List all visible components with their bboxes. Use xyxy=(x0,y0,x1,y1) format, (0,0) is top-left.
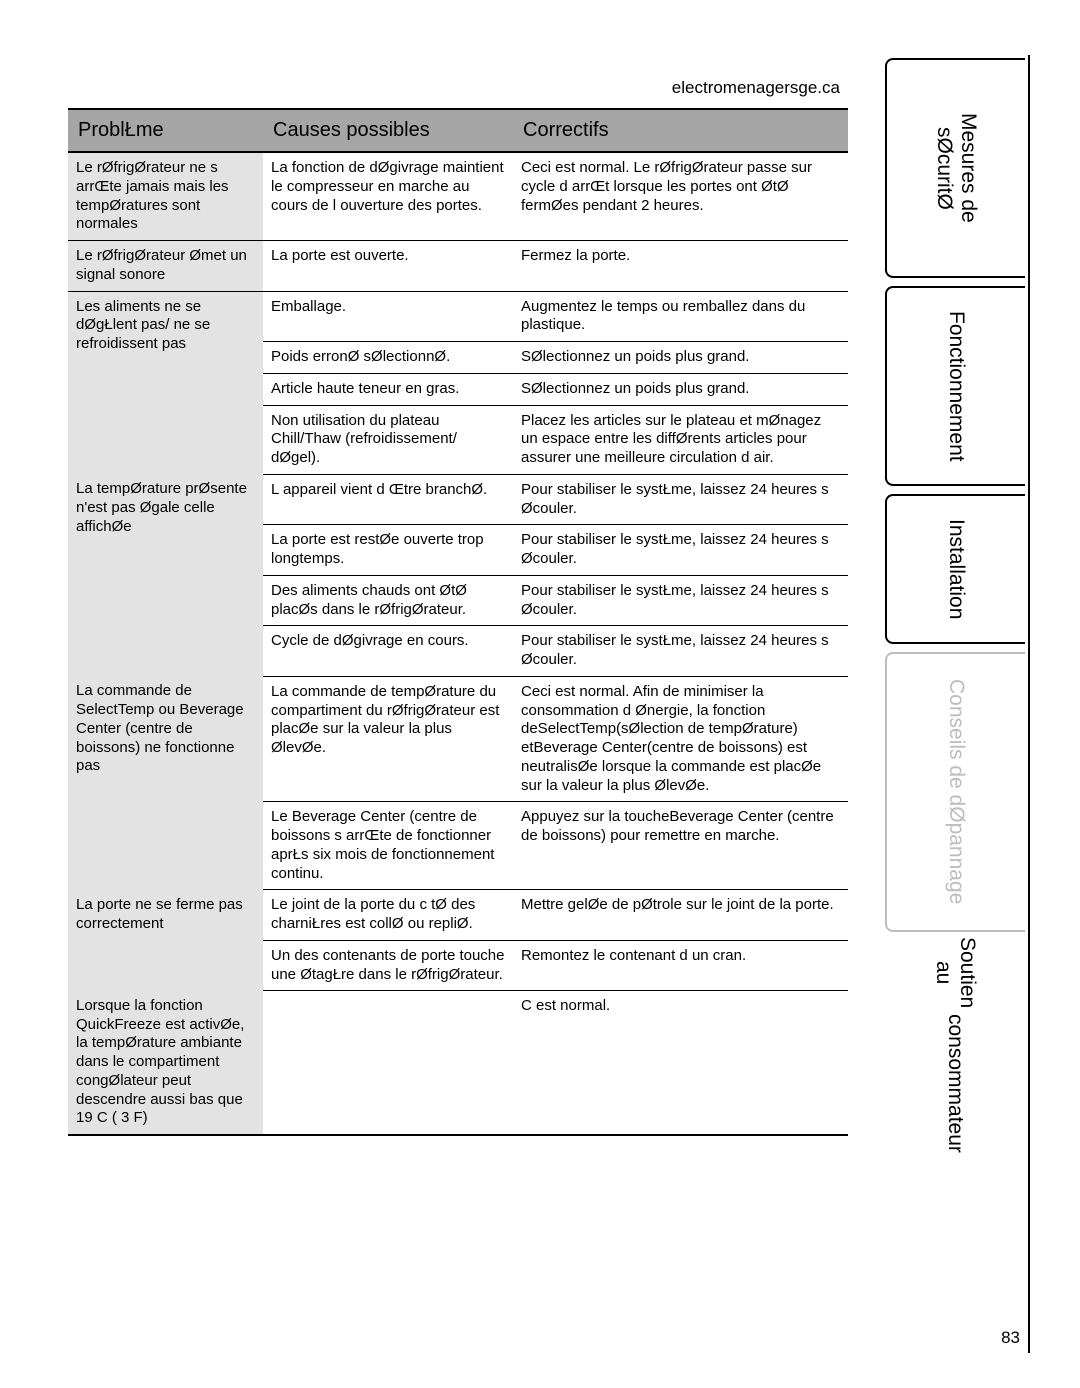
cell-cause: Article haute teneur en gras. xyxy=(263,373,513,405)
cell-cause: Poids erronØ sØlectionnØ. xyxy=(263,342,513,374)
cell-fix: Remontez le contenant d un cran. xyxy=(513,940,848,991)
cell-fix: Augmentez le temps ou remballez dans du … xyxy=(513,291,848,342)
cell-fix: Pour stabiliser le systŁme, laissez 24 h… xyxy=(513,474,848,525)
table-row: Les aliments ne se dØgŁlent pas/ ne se r… xyxy=(68,291,848,342)
cell-cause xyxy=(263,991,513,1135)
page-number: 83 xyxy=(1001,1328,1020,1348)
cell-fix: Placez les articles sur le plateau et mØ… xyxy=(513,405,848,474)
cell-fix: Ceci est normal. Afin de minimiser la co… xyxy=(513,676,848,802)
cell-cause: La commande de tempØrature du compartime… xyxy=(263,676,513,802)
cell-cause: Un des contenants de porte touche une Øt… xyxy=(263,940,513,991)
table-row: Le rØfrigØrateur Ømet un signal sonore L… xyxy=(68,241,848,292)
cell-fix: Appuyez sur la toucheBeverage Center (ce… xyxy=(513,802,848,890)
cell-fix: Pour stabiliser le systŁme, laissez 24 h… xyxy=(513,525,848,576)
cell-cause: Cycle de dØgivrage en cours. xyxy=(263,626,513,677)
cell-cause: La fonction de dØgivrage maintient le co… xyxy=(263,152,513,241)
cell-cause: La porte est ouverte. xyxy=(263,241,513,292)
table-row: Lorsque la fonction QuickFreeze est acti… xyxy=(68,991,848,1135)
table-row: La tempØrature prØsente n'est pas Øgale … xyxy=(68,474,848,525)
cell-fix: Fermez la porte. xyxy=(513,241,848,292)
cell-cause: Des aliments chauds ont ØtØ placØs dans … xyxy=(263,575,513,626)
cell-cause: L appareil vient d Œtre branchØ. xyxy=(263,474,513,525)
cell-cause: Le Beverage Center (centre de boissons s… xyxy=(263,802,513,890)
cell-problem: La porte ne se ferme pas correctement xyxy=(68,890,263,991)
cell-cause: Le joint de la porte du c tØ des charniŁ… xyxy=(263,890,513,941)
side-tabs: Mesures de sØcuritØ Fonctionnement Insta… xyxy=(885,58,1025,1150)
cell-problem: Les aliments ne se dØgŁlent pas/ ne se r… xyxy=(68,291,263,474)
table-row: La porte ne se ferme pas correctement Le… xyxy=(68,890,848,941)
site-url: electromenagersge.ca xyxy=(672,78,840,98)
troubleshoot-table: ProblŁme Causes possibles Correctifs Le … xyxy=(68,108,848,1136)
cell-fix: Pour stabiliser le systŁme, laissez 24 h… xyxy=(513,575,848,626)
cell-problem: Le rØfrigØrateur ne s arrŒte jamais mais… xyxy=(68,152,263,241)
table-row: La commande de SelectTemp ou Beverage Ce… xyxy=(68,676,848,802)
table-row: Le rØfrigØrateur ne s arrŒte jamais mais… xyxy=(68,152,848,241)
cell-fix: C est normal. xyxy=(513,991,848,1135)
table-header-row: ProblŁme Causes possibles Correctifs xyxy=(68,109,848,152)
cell-fix: SØlectionnez un poids plus grand. xyxy=(513,342,848,374)
cell-problem: Le rØfrigØrateur Ømet un signal sonore xyxy=(68,241,263,292)
cell-fix: Ceci est normal. Le rØfrigØrateur passe … xyxy=(513,152,848,241)
tab-fonctionnement[interactable]: Fonctionnement xyxy=(885,286,1025,486)
cell-cause: Non utilisation du plateau Chill/Thaw (r… xyxy=(263,405,513,474)
cell-problem: La commande de SelectTemp ou Beverage Ce… xyxy=(68,676,263,890)
cell-problem: La tempØrature prØsente n'est pas Øgale … xyxy=(68,474,263,676)
tab-installation[interactable]: Installation xyxy=(885,494,1025,644)
tab-soutien[interactable]: Soutien au consommateur xyxy=(885,940,1025,1150)
cell-cause: La porte est restØe ouverte trop longtem… xyxy=(263,525,513,576)
cell-problem: Lorsque la fonction QuickFreeze est acti… xyxy=(68,991,263,1135)
cell-fix: SØlectionnez un poids plus grand. xyxy=(513,373,848,405)
tab-soutien-l1: Soutien au xyxy=(931,937,979,1008)
hdr-probleme: ProblŁme xyxy=(68,109,263,152)
cell-cause: Emballage. xyxy=(263,291,513,342)
tab-soutien-l2: consommateur xyxy=(943,1014,967,1153)
tab-conseils[interactable]: Conseils de dØpannage xyxy=(885,652,1025,932)
hdr-correctifs: Correctifs xyxy=(513,109,848,152)
cell-fix: Mettre gelØe de pØtrole sur le joint de … xyxy=(513,890,848,941)
tab-mesures[interactable]: Mesures de sØcuritØ xyxy=(885,58,1025,278)
hdr-causes: Causes possibles xyxy=(263,109,513,152)
cell-fix: Pour stabiliser le systŁme, laissez 24 h… xyxy=(513,626,848,677)
